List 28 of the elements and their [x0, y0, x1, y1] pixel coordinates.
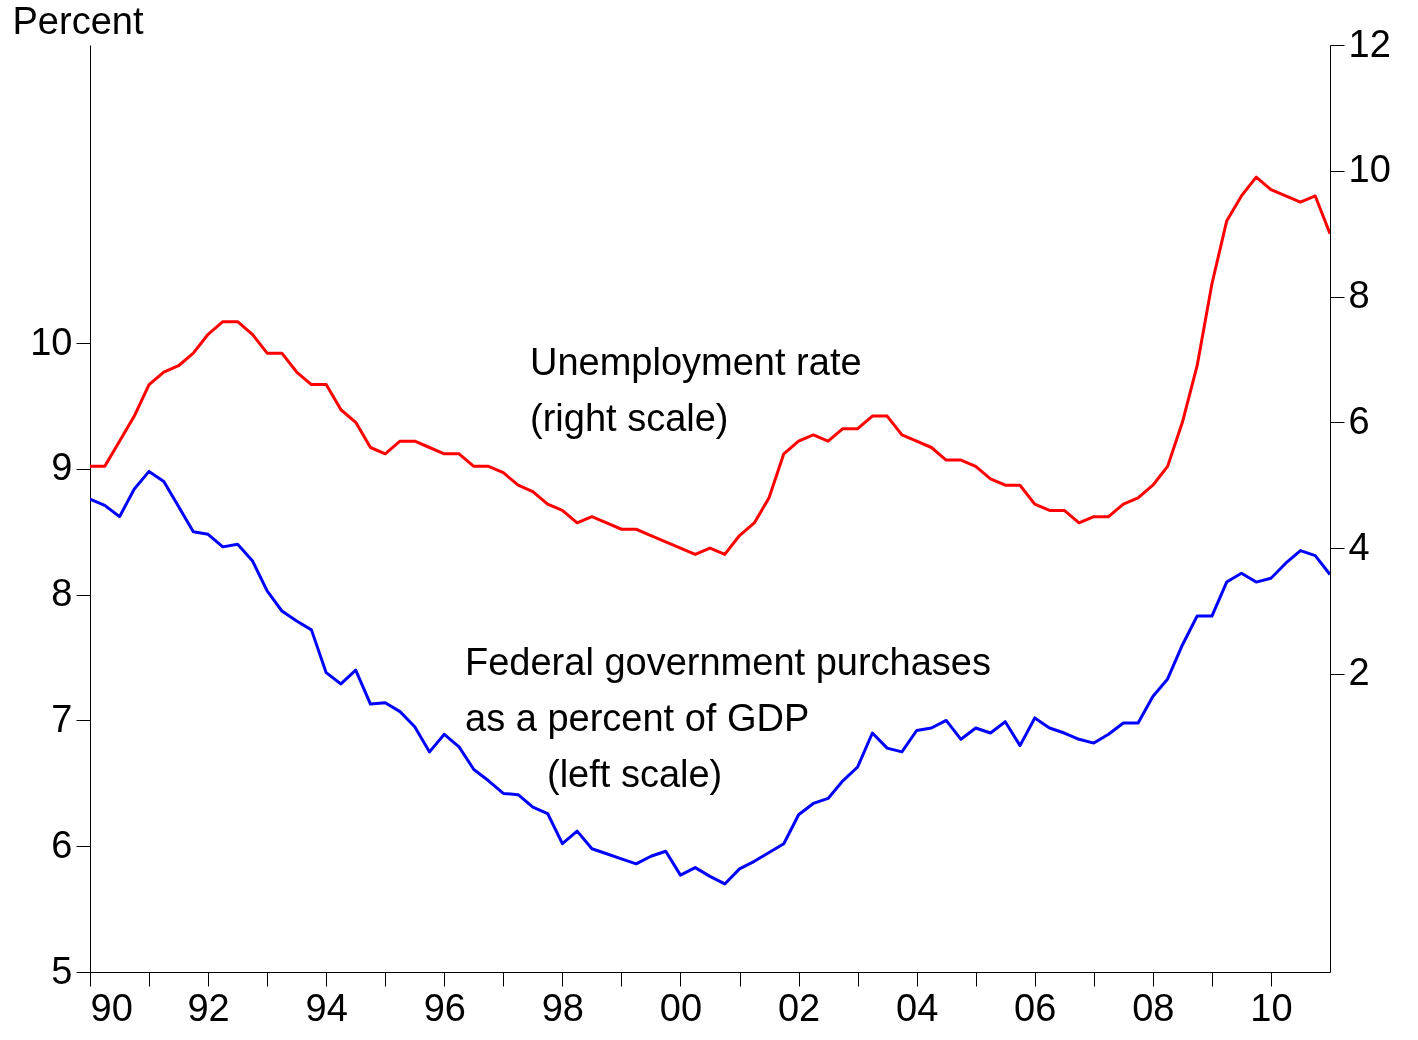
- y-tick-label: 7: [51, 697, 73, 740]
- y-tick-label: 9: [51, 446, 73, 489]
- y-tick-label: 5: [51, 949, 73, 992]
- y2-tick-label: 4: [1348, 525, 1370, 568]
- x-tick-label: 00: [659, 986, 703, 1029]
- y2-tick-label: 8: [1348, 274, 1370, 317]
- y-tick-label: 10: [30, 320, 73, 363]
- x-tick-label: 02: [777, 986, 821, 1029]
- y-tick-label: 6: [51, 823, 73, 866]
- y-tick-label: 8: [51, 572, 73, 615]
- x-tick-label: 96: [423, 986, 466, 1029]
- y2-tick-label: 10: [1348, 148, 1391, 191]
- x-tick-label: 08: [1132, 986, 1175, 1029]
- y2-tick-label: 12: [1348, 22, 1391, 65]
- y2-tick-label: 2: [1348, 651, 1370, 694]
- series-label: Federal government purchases as a percent of GDP (left scale): [465, 641, 991, 795]
- line-series: [90, 469, 1330, 886]
- x-tick-label: 90: [90, 986, 133, 1029]
- x-tick-label: 04: [896, 986, 939, 1029]
- x-tick-label: 94: [305, 986, 348, 1029]
- y-axis-title: Percent: [12, 0, 144, 42]
- x-tick-label: 10: [1250, 986, 1293, 1029]
- x-tick-label: 98: [541, 986, 585, 1029]
- y2-tick-label: 6: [1348, 399, 1370, 442]
- series-label: Unemployment rate (right scale): [530, 341, 862, 439]
- x-tick-label: 92: [187, 986, 230, 1029]
- line-series: [90, 175, 1330, 556]
- x-tick-label: 06: [1014, 986, 1057, 1029]
